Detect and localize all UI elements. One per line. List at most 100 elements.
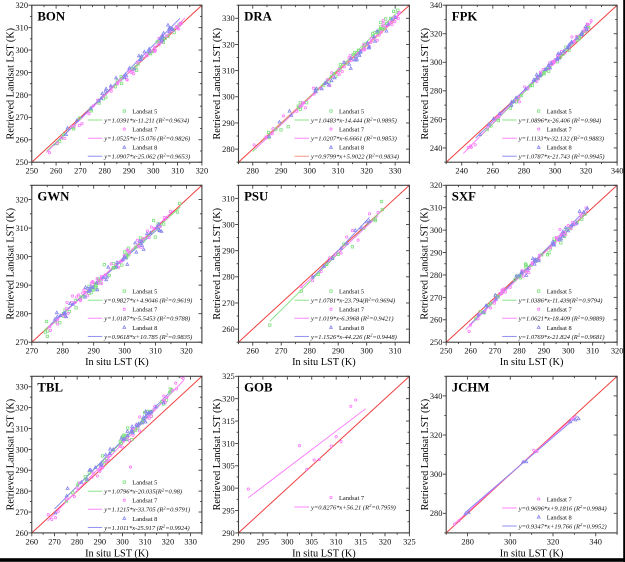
svg-text:320: 320: [180, 347, 193, 356]
svg-text:295: 295: [257, 537, 270, 546]
svg-text:260: 260: [15, 529, 28, 538]
svg-text:Landsat 7: Landsat 7: [132, 307, 158, 314]
svg-text:310: 310: [332, 167, 345, 176]
svg-text:Landsat 7: Landsat 7: [339, 127, 365, 134]
svg-text:280: 280: [513, 347, 526, 356]
svg-text:Retrieved Landsat LST (K): Retrieved Landsat LST (K): [420, 28, 431, 140]
svg-text:290: 290: [222, 247, 235, 256]
svg-text:Landsat 5: Landsat 5: [132, 289, 157, 296]
svg-text:270: 270: [222, 299, 235, 308]
svg-text:300: 300: [549, 167, 562, 176]
svg-text:Landsat 7: Landsat 7: [339, 307, 365, 314]
svg-text:260: 260: [15, 136, 28, 145]
svg-text:260: 260: [487, 167, 500, 176]
svg-text:y=1.1526*x-44.226 (R2=0.9448): y=1.1526*x-44.226 (R2=0.9448): [310, 333, 397, 341]
svg-text:300: 300: [303, 167, 316, 176]
svg-text:y=1.0391*x-11.211 (R2=0.9634): y=1.0391*x-11.211 (R2=0.9634): [103, 116, 189, 124]
svg-text:290: 290: [15, 466, 28, 475]
svg-text:270: 270: [15, 338, 28, 347]
svg-text:250: 250: [430, 338, 443, 347]
svg-text:y=0.8276*x+56.21 (R2=0.7959): y=0.8276*x+56.21 (R2=0.7959): [310, 503, 396, 511]
svg-text:250: 250: [440, 347, 453, 356]
svg-text:310: 310: [430, 204, 443, 213]
svg-text:Landsat 7: Landsat 7: [132, 127, 158, 134]
svg-text:In situ LST (K): In situ LST (K): [500, 548, 564, 559]
svg-text:280: 280: [222, 145, 235, 154]
svg-text:260: 260: [464, 347, 477, 356]
svg-text:270: 270: [74, 167, 87, 176]
svg-text:240: 240: [430, 144, 443, 153]
svg-text:280: 280: [430, 87, 443, 96]
svg-text:280: 280: [15, 310, 28, 319]
svg-text:320: 320: [379, 537, 392, 546]
svg-text:In situ LST (K): In situ LST (K): [85, 357, 149, 368]
svg-text:320: 320: [430, 181, 443, 190]
svg-text:Retrieved Landsat LST (K): Retrieved Landsat LST (K): [5, 28, 16, 140]
svg-text:310: 310: [586, 347, 599, 356]
svg-text:320: 320: [430, 30, 443, 39]
svg-text:290: 290: [275, 167, 288, 176]
svg-text:260: 260: [430, 115, 443, 124]
svg-text:260: 260: [246, 347, 259, 356]
svg-text:260: 260: [222, 325, 235, 334]
svg-text:In situ LST (K): In situ LST (K): [292, 548, 356, 559]
svg-text:y=1.0896*x-26.406 (R2=0.984): y=1.0896*x-26.406 (R2=0.984): [518, 116, 602, 124]
svg-text:280: 280: [461, 537, 474, 546]
svg-text:In situ LST (K): In situ LST (K): [500, 357, 564, 368]
svg-text:310: 310: [139, 537, 152, 546]
svg-text:y=1.1215*x-33.705 (R2=0.9791): y=1.1215*x-33.705 (R2=0.9791): [103, 505, 190, 513]
svg-text:y=0.9799*x+5.9022 (R2=0.9834): y=0.9799*x+5.9022 (R2=0.9834): [310, 153, 399, 161]
svg-text:290: 290: [222, 119, 235, 128]
svg-text:330: 330: [15, 383, 28, 392]
svg-text:310: 310: [222, 439, 235, 448]
svg-text:Retrieved Landsat LST (K): Retrieved Landsat LST (K): [212, 399, 223, 511]
svg-text:300: 300: [116, 537, 129, 546]
svg-text:340: 340: [611, 167, 624, 176]
svg-text:280: 280: [15, 487, 28, 496]
svg-text:310: 310: [171, 167, 184, 176]
svg-text:Retrieved Landsat LST (K): Retrieved Landsat LST (K): [212, 28, 223, 140]
svg-text:260: 260: [430, 316, 443, 325]
svg-text:330: 330: [184, 537, 197, 546]
svg-text:310: 310: [222, 194, 235, 203]
svg-text:320: 320: [15, 404, 28, 413]
svg-text:310: 310: [330, 537, 343, 546]
svg-text:280: 280: [56, 347, 69, 356]
svg-text:290: 290: [222, 529, 235, 538]
svg-text:280: 280: [222, 273, 235, 282]
svg-text:Retrieved Landsat LST (K): Retrieved Landsat LST (K): [212, 208, 223, 320]
svg-text:300: 300: [222, 484, 235, 493]
svg-text:Landsat 8: Landsat 8: [547, 325, 572, 332]
svg-text:320: 320: [580, 167, 593, 176]
svg-text:310: 310: [15, 424, 28, 433]
svg-text:y=0.9827*x+4.9046 (R2=0.9619): y=0.9827*x+4.9046 (R2=0.9619): [103, 296, 192, 304]
svg-text:290: 290: [87, 347, 100, 356]
svg-text:y=1.0787*x-21.743 (R2=0.9945): y=1.0787*x-21.743 (R2=0.9945): [518, 153, 605, 161]
svg-text:y=1.0781*x-23.794(R2=0.9694): y=1.0781*x-23.794(R2=0.9694): [310, 296, 395, 304]
svg-text:Landsat 5: Landsat 5: [339, 289, 364, 296]
svg-text:GOB: GOB: [244, 381, 273, 395]
svg-text:280: 280: [71, 537, 84, 546]
svg-text:300: 300: [430, 470, 443, 479]
svg-text:300: 300: [15, 445, 28, 454]
svg-text:320: 320: [196, 167, 209, 176]
svg-text:Landsat 7: Landsat 7: [132, 498, 158, 505]
svg-text:270: 270: [15, 508, 28, 517]
svg-text:y=1.0796*x-20.035(R2=0.98): y=1.0796*x-20.035(R2=0.98): [103, 487, 182, 495]
svg-text:270: 270: [489, 347, 502, 356]
svg-text:315: 315: [354, 537, 367, 546]
svg-text:y=1.1011*x-25.917 (R2=0.9924): y=1.1011*x-25.917 (R2=0.9924): [103, 524, 189, 532]
svg-text:250: 250: [15, 158, 28, 167]
svg-text:270: 270: [430, 293, 443, 302]
svg-text:280: 280: [430, 509, 443, 518]
svg-text:300: 300: [15, 253, 28, 262]
svg-text:Landsat 5: Landsat 5: [132, 109, 157, 116]
svg-text:340: 340: [589, 537, 602, 546]
svg-text:240: 240: [455, 167, 468, 176]
svg-text:300: 300: [222, 220, 235, 229]
svg-text:BON: BON: [37, 9, 65, 23]
svg-text:310: 310: [15, 24, 28, 33]
svg-text:DRA: DRA: [244, 9, 272, 23]
svg-text:270: 270: [48, 537, 61, 546]
svg-text:300: 300: [562, 347, 575, 356]
